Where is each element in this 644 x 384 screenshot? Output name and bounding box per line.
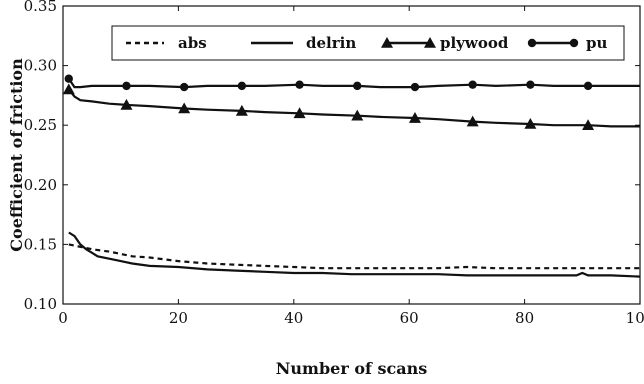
data-point-plywood (582, 119, 595, 130)
data-point-plywood (351, 109, 364, 121)
x-tick-label: 40 (284, 309, 303, 327)
data-point-pu (295, 80, 304, 89)
x-tick-label: 60 (400, 309, 419, 327)
y-axis-title: Coefficient of friction (7, 58, 26, 252)
legend-item-pu: pu (527, 34, 607, 52)
y-tick-label: 0.25 (24, 116, 57, 134)
x-tick-label: 0 (58, 309, 68, 327)
data-point-plywood (120, 98, 133, 110)
data-point-plywood (178, 102, 191, 114)
axes-layer: 0 20 40 60 80 100 0.10 0.15 0.20 0.25 0.30 0.35 (24, 0, 644, 327)
legend-item-delrin: delrin (251, 34, 356, 52)
data-point-plywood (408, 112, 421, 123)
plot-frame (62, 5, 641, 305)
data-point-plywood (235, 104, 248, 116)
series-layer (62, 74, 641, 278)
x-axis-title: Number of scans (276, 359, 427, 378)
legend-marker-pu (569, 38, 579, 48)
legend-label-plywood: plywood (440, 34, 509, 52)
data-point-pu (526, 80, 535, 89)
series-line-delrin (68, 231, 641, 278)
y-tick-label: 0.35 (24, 0, 57, 15)
series-line-abs (68, 243, 640, 270)
x-tick-label: 100 (626, 309, 644, 327)
data-point-plywood (524, 118, 537, 129)
data-point-pu (64, 74, 73, 83)
y-tick-label: 0.10 (24, 295, 57, 313)
series-pu (64, 74, 640, 92)
data-point-plywood (62, 83, 75, 95)
data-point-pu (353, 81, 362, 91)
y-tick-label: 0.20 (24, 176, 57, 194)
legend-item-plywood: plywood (381, 34, 509, 52)
x-tick-label: 20 (169, 309, 188, 327)
data-point-plywood (466, 115, 479, 127)
series-plywood (62, 83, 640, 130)
series-abs (68, 243, 640, 270)
legend-label-delrin: delrin (306, 34, 356, 52)
x-tick-label: 80 (515, 309, 534, 327)
series-line-plywood (67, 88, 640, 128)
y-tick-label: 0.30 (24, 57, 57, 75)
series-delrin (68, 231, 641, 278)
legend-marker-plywood (381, 37, 393, 48)
legend-label-pu: pu (586, 34, 607, 52)
data-point-pu (468, 80, 477, 89)
legend: abs delrin plywood pu (111, 25, 625, 61)
legend-item-abs: abs (126, 34, 207, 52)
data-point-pu (122, 81, 131, 91)
legend-marker-plywood (424, 37, 436, 48)
data-point-pu (583, 81, 593, 91)
legend-marker-pu (527, 38, 537, 48)
y-tick-label: 0.15 (24, 235, 57, 253)
legend-label-abs: abs (178, 34, 207, 52)
data-point-pu (410, 82, 420, 92)
data-point-pu (179, 82, 189, 92)
data-point-pu (237, 81, 247, 91)
data-point-plywood (293, 107, 306, 119)
